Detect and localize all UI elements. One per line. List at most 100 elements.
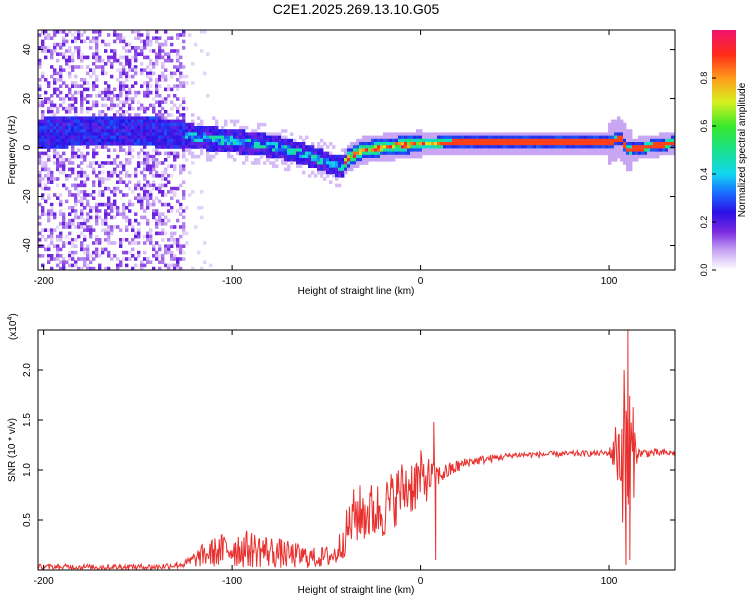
- heatmap-cell: [611, 151, 615, 156]
- heatmap-cell: [38, 126, 42, 130]
- heatmap-cell: [608, 138, 612, 143]
- heatmap-cell: [539, 145, 543, 149]
- heatmap-cell: [167, 142, 171, 146]
- heatmap-cell: [104, 87, 108, 92]
- heatmap-cell: [125, 238, 129, 242]
- heatmap-cell: [242, 145, 246, 149]
- heatmap-cell: [110, 97, 114, 101]
- heatmap-cell: [350, 154, 354, 159]
- heatmap-cell: [71, 161, 75, 165]
- heatmap-cell: [632, 138, 636, 143]
- heatmap-cell: [44, 78, 48, 82]
- heatmap-cell: [137, 196, 141, 200]
- heatmap-cell: [89, 254, 93, 258]
- heatmap-cell: [143, 193, 147, 197]
- heatmap-cell: [131, 202, 135, 207]
- heatmap-cell: [38, 158, 42, 162]
- heatmap-cell: [668, 151, 672, 156]
- heatmap-cell: [161, 142, 165, 146]
- heatmap-cell: [389, 158, 393, 162]
- heatmap-cell: [185, 206, 189, 210]
- heatmap-cell: [446, 138, 450, 143]
- heatmap-cell: [188, 142, 192, 146]
- heatmap-cell: [404, 151, 408, 156]
- heatmap-cell: [572, 145, 576, 149]
- heatmap-cell: [179, 250, 183, 255]
- heatmap-cell: [329, 170, 333, 175]
- heatmap-cell: [65, 58, 69, 63]
- heatmap-cell: [41, 110, 45, 114]
- heatmap-cell: [185, 122, 189, 127]
- heatmap-cell: [188, 126, 192, 130]
- heatmap-cell: [362, 158, 366, 162]
- heatmap-cell: [527, 142, 531, 146]
- heatmap-cell: [578, 145, 582, 149]
- heatmap-cell: [119, 84, 123, 88]
- heatmap-cell: [41, 135, 45, 140]
- heatmap-cell: [353, 164, 357, 168]
- heatmap-cell: [257, 151, 261, 156]
- heatmap-cell: [134, 68, 138, 72]
- heatmap-cell: [215, 145, 219, 149]
- heatmap-cell: [470, 138, 474, 143]
- heatmap-cell: [83, 257, 87, 261]
- heatmap-cell: [179, 247, 183, 252]
- heatmap-cell: [65, 62, 69, 66]
- heatmap-cell: [188, 151, 192, 156]
- heatmap-cell: [80, 119, 84, 124]
- heatmap-cell: [47, 170, 51, 175]
- heatmap-cell: [158, 174, 162, 178]
- heatmap-cell: [131, 138, 135, 143]
- heatmap-cell: [209, 154, 213, 159]
- heatmap-cell: [80, 94, 84, 98]
- heatmap-cell: [326, 145, 330, 149]
- heatmap-cell: [62, 126, 66, 130]
- heatmap-cell: [80, 225, 84, 229]
- heatmap-cell: [83, 39, 87, 44]
- heatmap-cell: [509, 151, 513, 156]
- heatmap-cell: [614, 142, 618, 146]
- heatmap-cell: [53, 68, 57, 72]
- heatmap-cell: [167, 164, 171, 168]
- heatmap-cell: [59, 158, 63, 162]
- heatmap-cell: [104, 116, 108, 120]
- heatmap-cell: [437, 148, 441, 152]
- heatmap-cell: [314, 164, 318, 168]
- heatmap-cell: [605, 138, 609, 143]
- heatmap-cell: [155, 138, 159, 143]
- heatmap-cell: [86, 177, 90, 181]
- heatmap-cell: [614, 151, 618, 156]
- heatmap-cell: [290, 158, 294, 162]
- heatmap-cell: [134, 196, 138, 200]
- heatmap-cell: [113, 202, 117, 207]
- heatmap-cell: [59, 199, 63, 204]
- heatmap-cell: [575, 151, 579, 156]
- snr-scale-prefix: (x10: [8, 320, 19, 340]
- heatmap-cell: [125, 90, 129, 95]
- heatmap-cell: [95, 52, 99, 56]
- heatmap-cell: [197, 145, 201, 149]
- y-tick-label: 0: [22, 144, 33, 150]
- heatmap-cell: [617, 145, 621, 149]
- heatmap-cell: [476, 138, 480, 143]
- heatmap-cell: [557, 132, 561, 136]
- heatmap-cell: [119, 62, 123, 66]
- heatmap-cell: [341, 164, 345, 168]
- heatmap-cell: [131, 247, 135, 252]
- heatmap-cell: [392, 148, 396, 152]
- heatmap-cell: [335, 164, 339, 168]
- heatmap-cell: [533, 148, 537, 152]
- heatmap-cell: [83, 142, 87, 146]
- heatmap-cell: [38, 94, 42, 98]
- heatmap-cell: [80, 266, 84, 270]
- heatmap-cell: [185, 138, 189, 143]
- heatmap-cell: [203, 30, 207, 34]
- heatmap-cell: [98, 193, 102, 197]
- heatmap-cell: [596, 151, 600, 156]
- heatmap-cell: [179, 122, 183, 127]
- heatmap-cell: [224, 148, 228, 152]
- heatmap-cell: [119, 94, 123, 98]
- heatmap-cell: [299, 142, 303, 146]
- heatmap-cell: [563, 132, 567, 136]
- heatmap-cell: [68, 263, 72, 268]
